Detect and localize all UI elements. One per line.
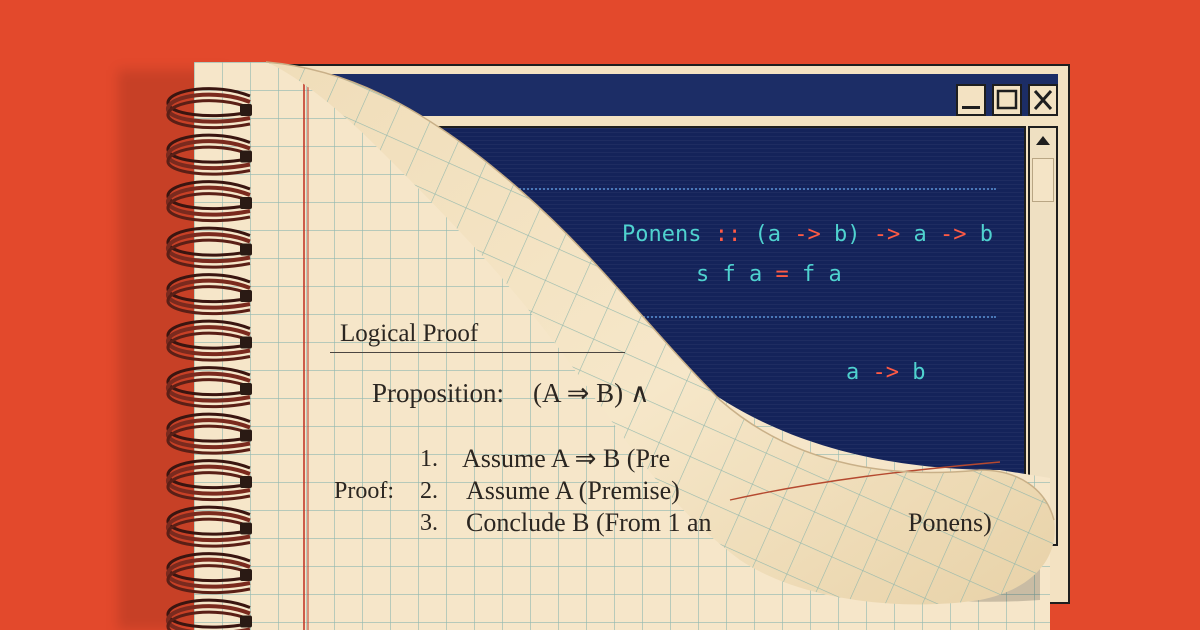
proof-step-text-tail: Ponens): [908, 508, 992, 537]
proposition-formula: (A ⇒ B) ∧: [533, 378, 650, 408]
notebook-title: Logical Proof: [340, 320, 479, 347]
page-curl: [265, 61, 1055, 605]
proof-step-text: Assume A ⇒ B (Pre: [462, 444, 671, 473]
scroll-thumb[interactable]: [1032, 158, 1054, 202]
proof-label: Proof:: [334, 478, 394, 504]
code-line-2: s f a = f a: [696, 262, 842, 287]
proof-step-number: 2.: [420, 478, 438, 504]
proof-step-text: Assume A (Premise): [466, 476, 680, 505]
code-line-1: Ponens :: (a -> b) -> a -> b: [622, 222, 993, 247]
title-underline: [330, 352, 625, 353]
scroll-up-arrow-icon[interactable]: [1032, 130, 1054, 152]
dotted-separator: [356, 188, 996, 190]
close-icon: [1033, 90, 1053, 110]
spiral-ring: [166, 319, 252, 362]
close-button[interactable]: [1028, 84, 1058, 116]
dotted-separator: [356, 316, 996, 318]
proof-step-text: Conclude B (From 1 an: [466, 508, 712, 537]
spiral-ring: [166, 505, 252, 548]
proof-step-number: 3.: [420, 510, 438, 536]
spiral-ring: [166, 133, 252, 176]
code-line-3: a -> b: [846, 360, 926, 385]
spiral-ring: [166, 87, 252, 130]
maximize-button[interactable]: [992, 84, 1022, 116]
spiral-ring: [166, 459, 252, 502]
spiral-ring: [166, 180, 252, 223]
minimize-icon: [962, 106, 980, 109]
spiral-ring: [166, 273, 252, 316]
spiral-binding: [166, 87, 252, 630]
spiral-ring: [166, 412, 252, 455]
spiral-ring: [166, 552, 252, 595]
proof-step-number: 1.: [420, 446, 438, 472]
window-titlebar[interactable]: [264, 74, 1058, 116]
spiral-ring: [166, 598, 252, 630]
maximize-icon: [996, 89, 1018, 110]
spiral-ring: [166, 226, 252, 269]
spiral-ring: [166, 366, 252, 409]
minimize-button[interactable]: [956, 84, 986, 116]
proposition-label: Proposition:: [372, 378, 505, 408]
